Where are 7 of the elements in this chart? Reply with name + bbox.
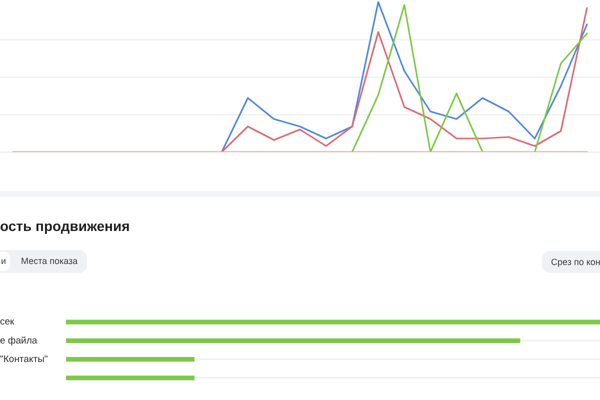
- text: и: [1, 255, 6, 267]
- chart-title: ость продвижения: [0, 218, 130, 235]
- text: Срез по кон: [551, 256, 600, 268]
- y-tick-label: е файла: [0, 335, 38, 346]
- y-tick-label: "Контакты": [0, 354, 48, 365]
- text: Места показа: [21, 255, 78, 267]
- y-tick-label: сек: [0, 316, 16, 328]
